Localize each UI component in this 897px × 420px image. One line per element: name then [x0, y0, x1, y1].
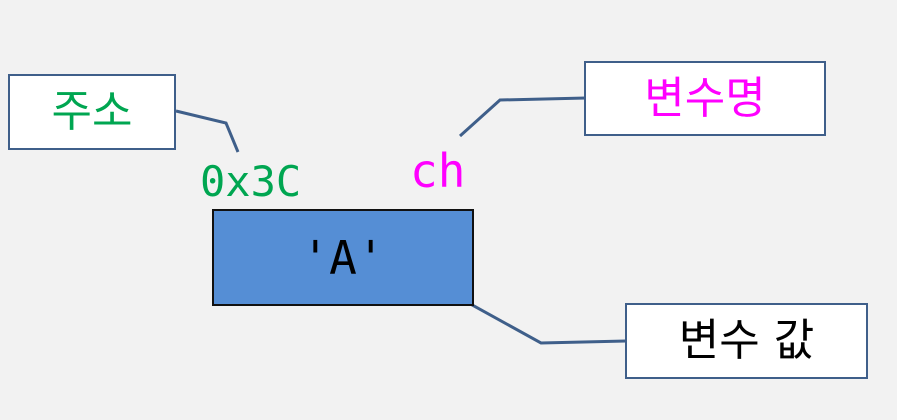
- variable-value-callout-box: 변수 값: [625, 303, 868, 379]
- variable-name-callout-box: 변수명: [584, 61, 826, 136]
- memory-cell-value: 'A': [301, 230, 385, 285]
- variable-value-callout-label: 변수 값: [678, 315, 815, 366]
- variable-name-callout-label: 변수명: [644, 72, 766, 124]
- memory-address: 0x3C: [200, 157, 302, 206]
- variable-name-connector: [458, 96, 587, 138]
- address-callout-box: 주소: [8, 74, 176, 150]
- variable-name: ch: [410, 144, 466, 198]
- memory-cell: 'A': [212, 209, 474, 306]
- address-callout-label: 주소: [51, 86, 133, 137]
- address-connector: [175, 109, 240, 153]
